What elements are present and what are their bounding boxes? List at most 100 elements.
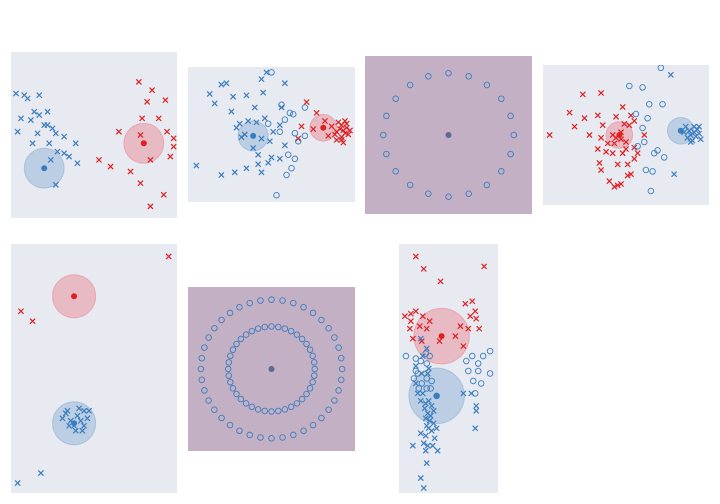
red-x-point (412, 308, 419, 315)
blue-x-point (243, 165, 250, 172)
blue-x-point (686, 127, 693, 134)
blue-x-point (682, 123, 689, 130)
blue-circle-point (474, 360, 482, 367)
red-x-point (467, 313, 474, 320)
red-x-point (604, 140, 611, 147)
blue-x-point (430, 420, 437, 427)
blue-circle-point (425, 73, 432, 80)
blue-circle-point (306, 346, 314, 353)
blue-circle-point (287, 403, 295, 411)
panel-3-plot (365, 56, 532, 214)
blue-circle-point (428, 377, 435, 385)
blue-x-point (76, 405, 83, 412)
blue-circle-point (309, 378, 316, 386)
red-x-point (621, 120, 628, 127)
red-x-point (457, 323, 464, 330)
blue-circle-point (291, 155, 299, 163)
blue-circle-point (507, 150, 514, 158)
red-x-point (346, 127, 354, 134)
red-x-point (579, 91, 586, 98)
panel-1-plot (11, 52, 177, 218)
red-x-point (436, 338, 443, 345)
red-x-point (137, 131, 144, 139)
red-x-point (598, 89, 605, 97)
blue-circle-point (246, 299, 253, 307)
red-x-point (596, 159, 603, 167)
blue-circle-point (483, 81, 491, 89)
blue-x-point (47, 156, 54, 163)
blue-circle-point (310, 359, 318, 366)
blue-circle-point (233, 390, 240, 398)
red-x-point (627, 112, 635, 119)
blue-x-point (193, 162, 200, 169)
red-x-point (17, 308, 24, 315)
red-x-point (581, 115, 588, 122)
blue-circle-point (264, 120, 272, 127)
red-x-point (462, 300, 469, 307)
blue-x-point (423, 345, 430, 352)
red-x-point (164, 128, 171, 135)
red-x-point (127, 168, 134, 175)
blue-x-point (230, 93, 237, 100)
blue-x-point (428, 427, 435, 434)
blue-x-point (228, 108, 235, 115)
red-x-point (476, 325, 483, 332)
red-x-point (95, 156, 103, 163)
blue-x-point (223, 80, 230, 87)
red-x-point (594, 145, 601, 153)
red-x-point (336, 126, 343, 133)
red-x-point (641, 131, 648, 139)
blue-x-point (473, 402, 480, 409)
red-x-point (149, 87, 156, 94)
red-x-point (341, 117, 349, 125)
red-x-point (594, 112, 601, 119)
blue-center-point (250, 132, 257, 139)
blue-circle-point (279, 434, 286, 441)
blue-circle-point (300, 303, 307, 311)
blue-circle-point (402, 352, 410, 360)
red-x-point (147, 156, 154, 163)
blue-x-point (429, 442, 436, 449)
blue-circle-point (205, 397, 212, 404)
blue-circle-point (641, 138, 648, 146)
blue-circle-point (465, 73, 472, 80)
blue-circle-point (498, 168, 505, 175)
blue-circle-point (242, 400, 250, 407)
blue-x-point (428, 402, 435, 409)
red-x-point (423, 325, 430, 332)
blue-circle-point (226, 421, 234, 429)
blue-circle-point (229, 385, 237, 392)
blue-x-point (422, 415, 429, 422)
blue-circle-point (229, 346, 237, 353)
blue-circle-point (498, 95, 505, 102)
blue-x-point (671, 171, 678, 178)
blue-circle-point (639, 124, 646, 132)
blue-x-point (418, 370, 425, 377)
red-x-point (409, 335, 416, 342)
blue-circle-point (325, 325, 332, 332)
blue-x-point (29, 140, 36, 147)
blue-x-point (422, 447, 429, 454)
blue-x-point (419, 390, 426, 397)
red-x-point (401, 313, 408, 320)
blue-circle-point (657, 65, 665, 72)
blue-x-point (34, 130, 41, 137)
blue-circle-point (197, 365, 205, 373)
blue-x-point (276, 122, 283, 129)
red-x-point (335, 119, 342, 126)
blue-circle-point (634, 142, 641, 150)
blue-x-point (21, 92, 28, 99)
blue-circle-point (632, 110, 640, 118)
blue-x-point (687, 138, 694, 146)
red-x-point (634, 150, 641, 157)
blue-circle-point (423, 375, 430, 382)
blue-x-point (206, 90, 213, 98)
blue-x-point (77, 417, 84, 424)
red-x-point (622, 145, 630, 153)
panel-4-plot (543, 65, 709, 205)
blue-circle-point (425, 190, 432, 197)
blue-x-point (74, 412, 81, 419)
red-x-point (619, 103, 626, 111)
blue-circle-point (279, 297, 286, 304)
blue-x-point (258, 76, 265, 83)
